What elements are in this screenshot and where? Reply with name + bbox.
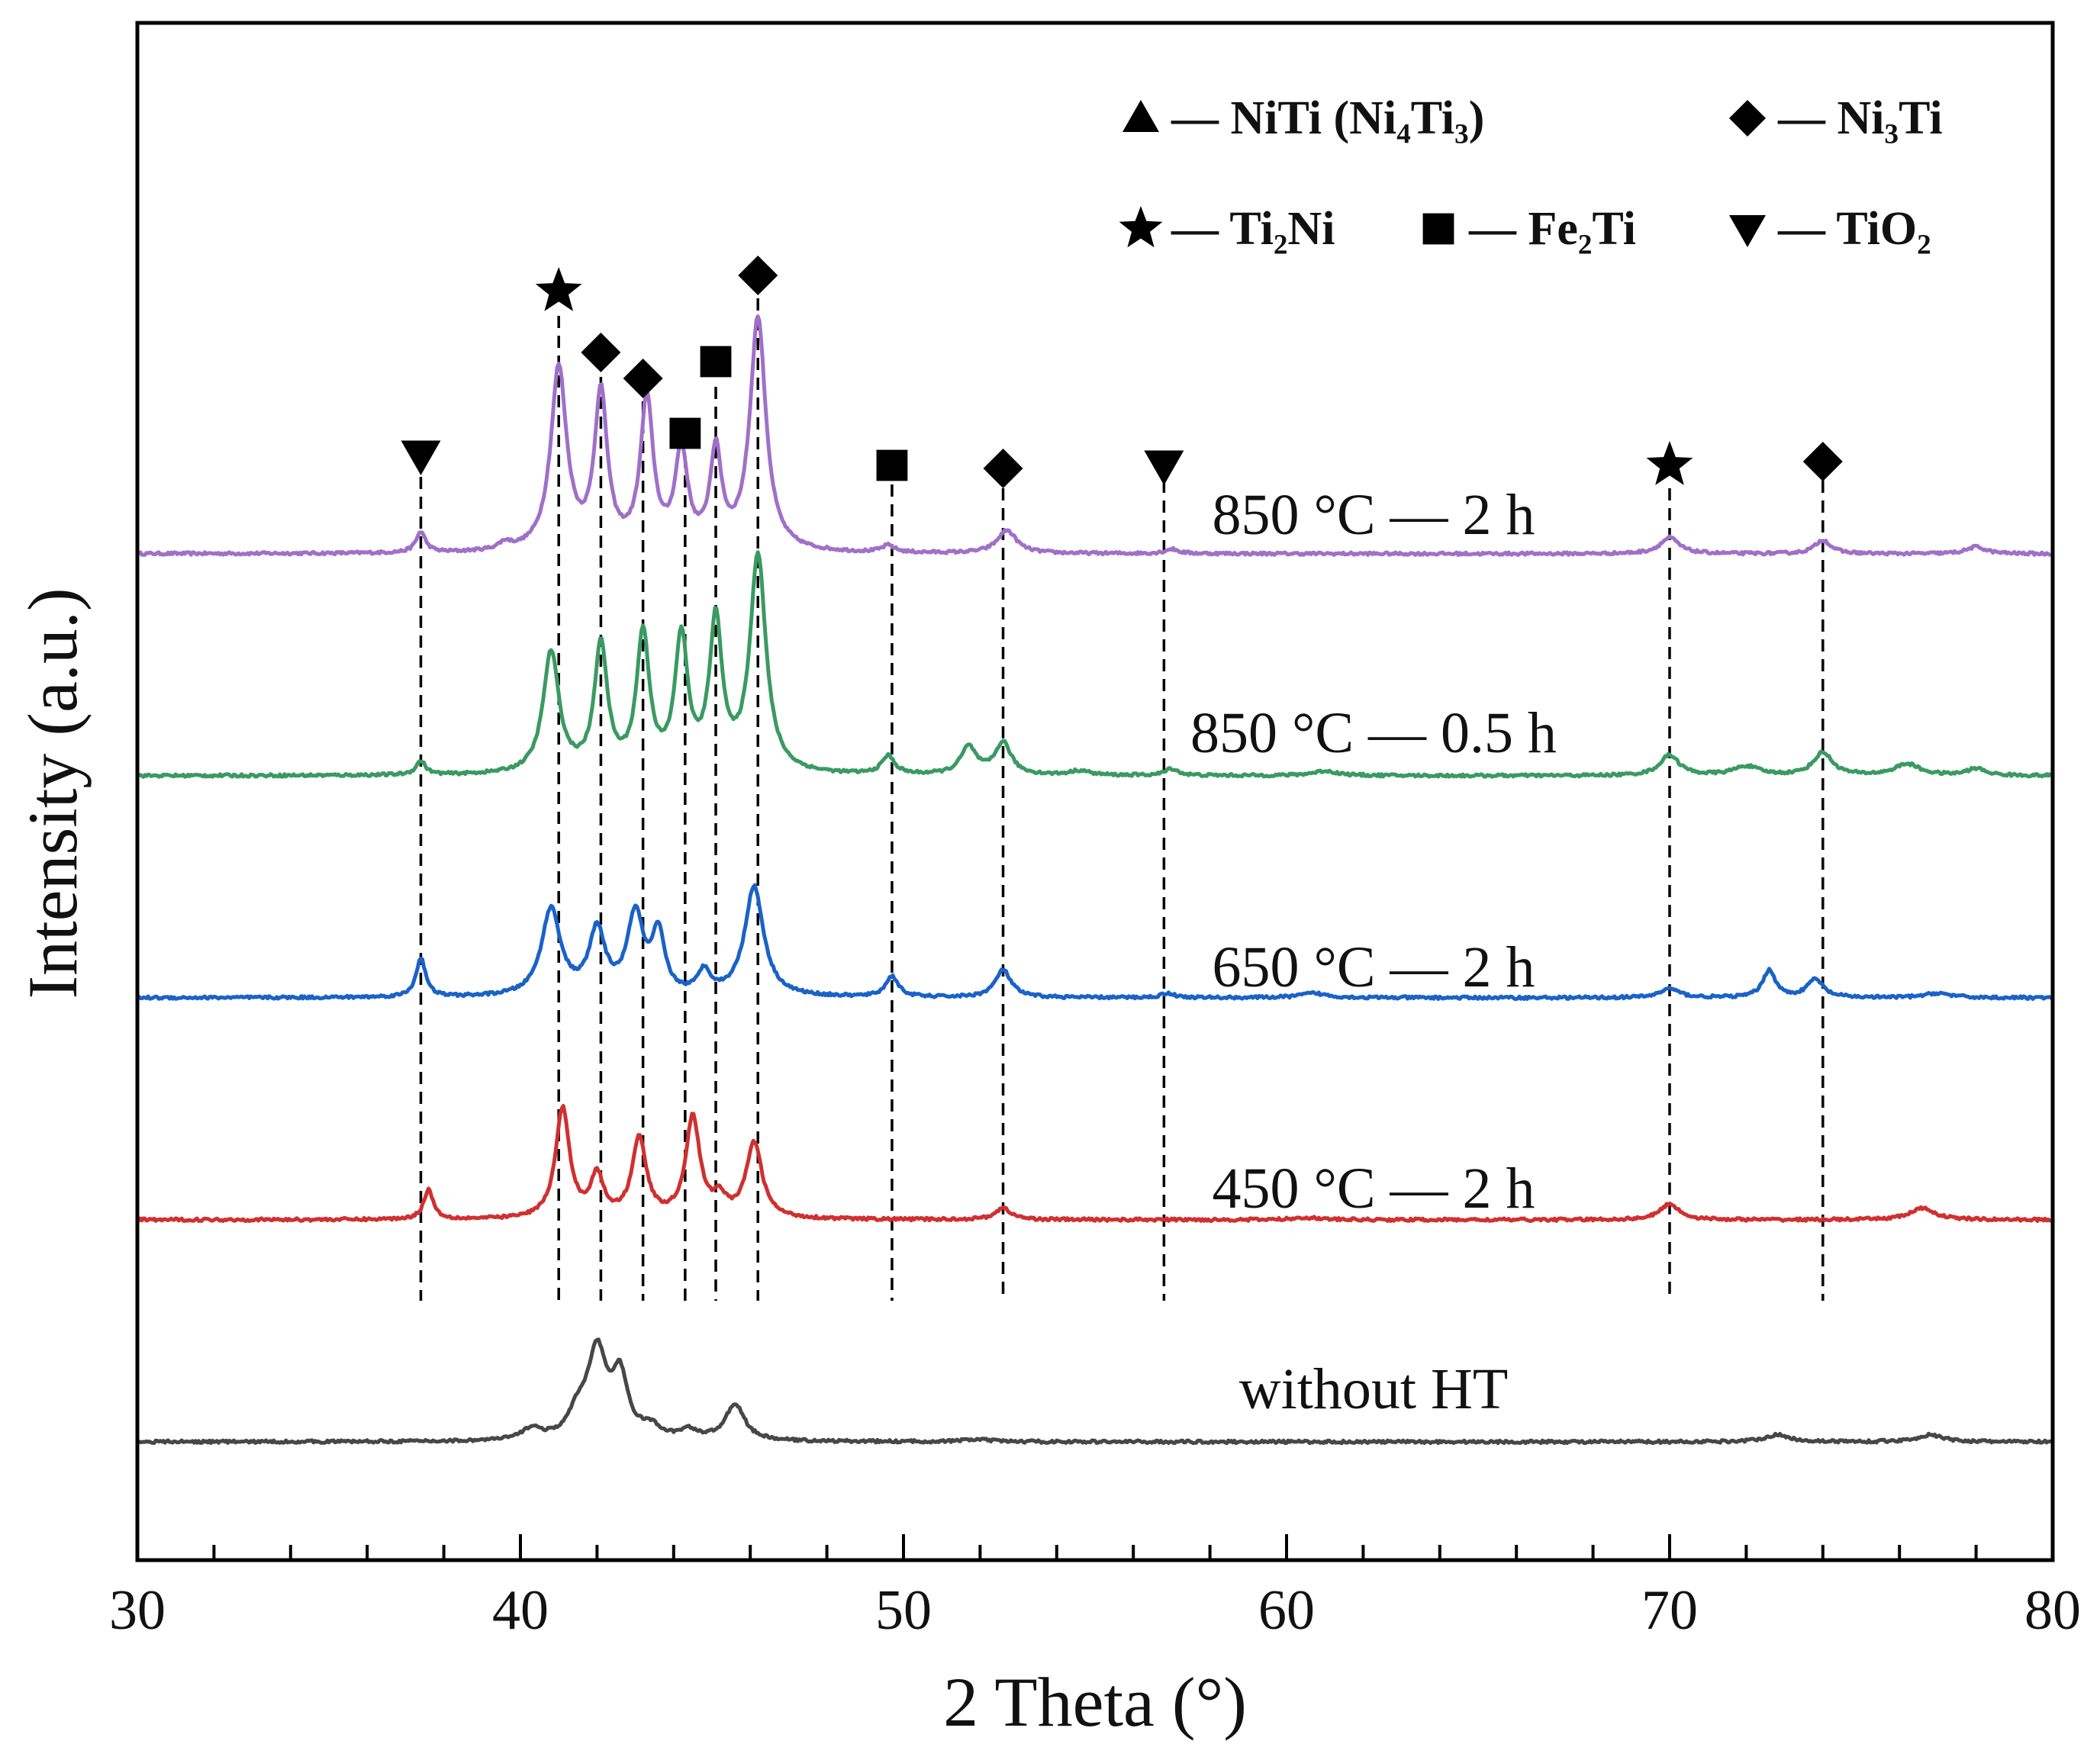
x-tick-label: 50 [875,1579,932,1642]
series-label: 450 °C — 2 h [1212,1157,1535,1221]
x-axis-ticks: 30 40 50 60 70 80 [109,1534,2081,1642]
series-layer [135,314,2054,1446]
series-line-without-ht [136,1337,2053,1446]
diamond-marker [1802,442,1843,481]
x-tick-label: 40 [492,1579,549,1642]
star-marker [535,267,582,311]
series-label: 650 °C — 2 h [1212,935,1535,999]
series-labels: 850 °C — 2 h 850 °C — 0.5 h 650 °C — 2 h 45… [1190,483,1557,1421]
legend-label: — TiO₂ [1777,203,1931,255]
diamond-marker [983,449,1023,488]
x-axis-title: 2 Theta (°) [943,1663,1247,1741]
legend: — NiTi (Ni₄Ti₃) — Ni₃Ti — Ti₂Ni — Fe₂Ti — Ti… [1119,92,1943,255]
x-tick-label: 30 [109,1579,166,1642]
series-label: without HT [1239,1357,1509,1421]
diamond-marker [581,333,621,372]
x-tick-label: 80 [2024,1579,2081,1642]
diamond-marker [623,359,663,398]
diamond-marker [738,256,778,295]
triangle-up-icon [1122,100,1159,132]
diamond-icon [1729,100,1766,137]
peak-markers [401,256,1843,488]
star-icon [1119,206,1163,248]
star-marker [1646,441,1693,485]
series-line-850-c-0-5-h [136,550,2053,779]
triangle-down-marker [1144,450,1184,485]
square-icon [1422,213,1454,245]
legend-label: — NiTi (Ni₄Ti₃) [1171,92,1484,144]
legend-label: — Fe₂Ti [1468,203,1636,255]
triangle-down-marker [401,440,441,475]
legend-item: — Ti₂Ni [1119,203,1335,255]
series-label: 850 °C — 2 h [1212,483,1535,547]
legend-item: — Ni₃Ti [1729,92,1943,144]
series-line-850-c-2-h [135,314,2053,557]
legend-item: — NiTi (Ni₄Ti₃) [1122,92,1484,144]
x-tick-label: 60 [1258,1579,1315,1642]
legend-label: — Ni₃Ti [1777,92,1943,144]
square-marker [876,449,908,481]
x-tick-label: 70 [1641,1579,1698,1642]
square-marker [700,346,732,378]
legend-item: — Fe₂Ti [1422,203,1636,255]
y-axis-title: Intensity (a.u.) [14,587,92,999]
series-line-450-c-2-h [136,1104,2053,1223]
square-marker [669,417,701,449]
legend-item: — TiO₂ [1729,203,1931,255]
legend-label: — Ti₂Ni [1171,203,1335,255]
triangle-down-icon [1729,215,1766,247]
series-label: 850 °C — 0.5 h [1190,701,1557,765]
series-line-650-c-2-h [136,883,2054,1001]
plot-frame [135,21,2055,1562]
